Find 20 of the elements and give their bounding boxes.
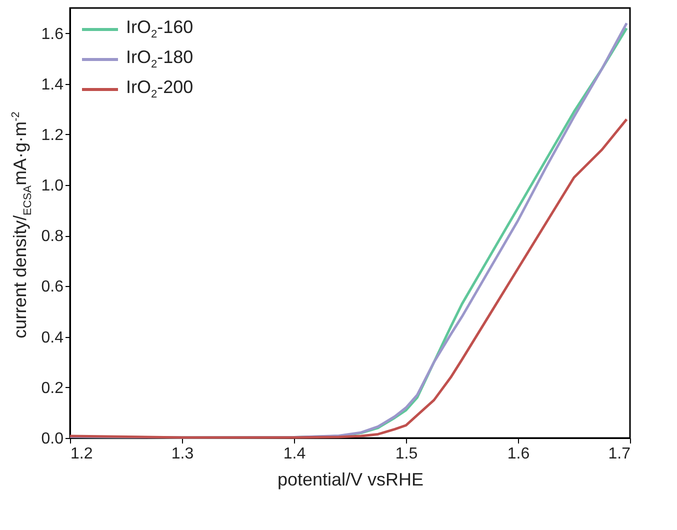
x-tick-label: 1.6 — [507, 446, 530, 462]
legend-label: IrO$_{2}$-180 — [126, 47, 194, 71]
x-tick-label: 1.5 — [395, 446, 418, 462]
y-tick-label: 0.4 — [41, 329, 64, 346]
y-tick-label: 0.6 — [41, 278, 64, 296]
legend-label: IrO$_{2}$-160 — [126, 17, 194, 41]
line-series — [68, 118, 628, 439]
x-tick-label: 1.2 — [70, 446, 93, 462]
x-axis-title: potential/V vsRHE — [277, 470, 424, 490]
y-tick-label: 0.0 — [41, 430, 64, 448]
y-tick-label: 1.2 — [41, 126, 64, 144]
y-tick-label: 0.8 — [41, 228, 64, 246]
y-tick-label: 1.0 — [41, 178, 64, 195]
x-tick-label: 1.7 — [608, 446, 631, 462]
x-tick-label: 1.3 — [171, 446, 194, 462]
y-tick-label: 0.2 — [41, 380, 64, 397]
x-tick-label: 1.4 — [283, 446, 306, 462]
legend-label: IrO$_{2}$-200 — [126, 77, 194, 101]
y-tick-label: 1.6 — [41, 26, 64, 43]
y-tick-label: 1.4 — [41, 76, 64, 94]
